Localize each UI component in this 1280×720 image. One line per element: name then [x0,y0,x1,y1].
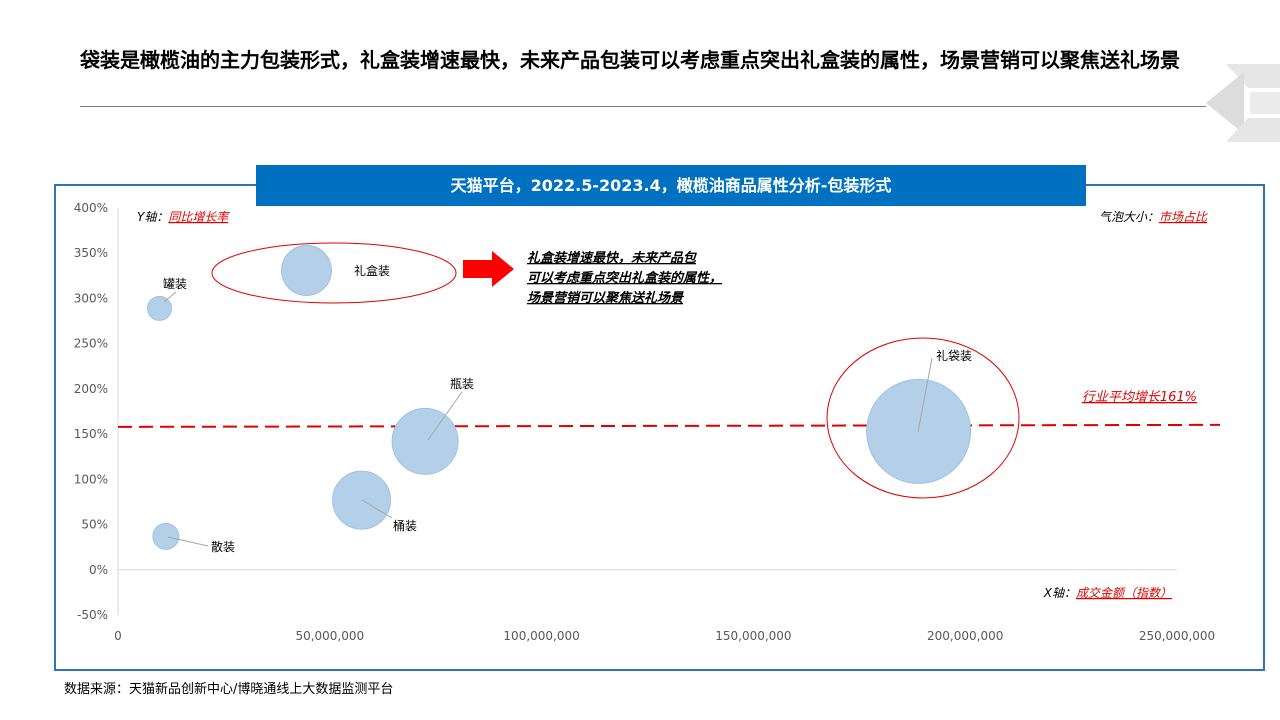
leader-line [427,391,463,441]
y-tick-label: 400% [74,201,108,215]
x-axis-label: X轴：成交金额（指数） [1043,586,1172,600]
leader-line [163,291,177,303]
axes-group: 400% 350% 300% 250% 200% 150% 100% 50% 0% -50% 0 50… [74,201,1215,643]
highlight-ellipse-giftbox [211,242,457,304]
average-growth-line [117,423,1221,428]
leader-line [917,357,933,433]
bubble-桶装 [332,470,392,530]
size-legend-label: 气泡大小：市场占比 [1099,210,1208,224]
y-tick-label: 0% [89,563,108,577]
x-tick-label: 150,000,000 [715,629,791,643]
data-source-note: 数据来源：天猫新品创新中心/博晓通线上大数据监测平台 [64,682,394,697]
notes-group: Y轴：同比增长率 气泡大小：市场占比 X轴：成交金额（指数） 礼盒装增速最快，未来产品… [137,210,1208,600]
bubble-罐装 [147,295,173,321]
bubble-label: 瓶装 [450,377,474,391]
bubble-礼盒装 [281,244,333,296]
annotation-line: 礼盒装增速最快，未来产品包 [527,250,697,266]
y-tick-label: 300% [74,291,108,305]
y-tick-label: 150% [74,427,108,441]
bubble-label: 礼袋装 [936,348,972,363]
bubble-散装 [152,522,180,550]
x-tick-label: 100,000,000 [503,629,579,643]
bubble-瓶装 [391,407,459,475]
page-headline: 袋装是橄榄油的主力包装形式，礼盒装增速最快，未来产品包装可以考虑重点突出礼盒装的… [80,48,1180,72]
x-tick-label: 250,000,000 [1139,629,1215,643]
bubble-label: 罐装 [163,277,187,291]
y-tick-label: 50% [81,518,108,532]
y-tick-label: 100% [74,472,108,486]
corner-logo-icon [1206,64,1280,142]
arrow-right-icon [463,251,514,287]
bubble-label: 桶装 [393,518,417,533]
x-tick-label: 0 [114,629,122,643]
leader-line [361,499,393,519]
x-tick-label: 200,000,000 [927,629,1003,643]
bubble-label: 散装 [211,539,235,554]
annotation-line: 可以考虑重点突出礼盒装的属性， [527,270,722,286]
annotation-line: 场景营销可以聚焦送礼场景 [527,290,685,306]
y-axis-label: Y轴：同比增长率 [137,210,230,224]
y-tick-label: -50% [77,608,108,622]
y-tick-label: 250% [74,337,108,351]
leader-line [167,536,209,547]
headline-divider [80,106,1206,107]
y-tick-label: 350% [74,246,108,260]
x-tick-label: 50,000,000 [295,629,364,643]
bubble-label: 礼盒装 [354,263,390,278]
reference-line-group: 行业平均增长161% [117,390,1221,428]
average-growth-label: 行业平均增长161% [1082,390,1197,405]
chart-title: 天猫平台，2022.5-2023.4，橄榄油商品属性分析-包装形式 [256,165,1086,206]
highlight-ellipse-giftbag [826,337,1020,499]
y-tick-label: 200% [74,382,108,396]
